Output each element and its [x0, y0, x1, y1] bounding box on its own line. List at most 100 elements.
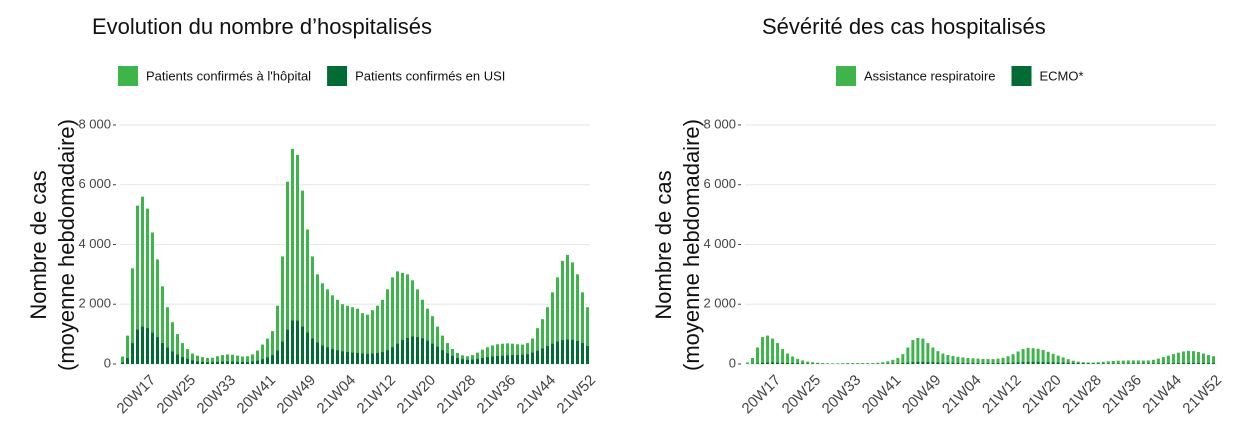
bar — [146, 208, 149, 364]
bar — [906, 347, 910, 364]
bar — [806, 361, 810, 364]
bar — [121, 356, 124, 364]
bar — [421, 299, 424, 364]
bar — [1021, 349, 1025, 364]
bar — [256, 360, 259, 364]
bar — [236, 355, 239, 364]
y-axis-label: Nombre de cas — [651, 170, 676, 319]
bar — [1041, 362, 1045, 364]
bar — [771, 338, 775, 364]
bar — [251, 354, 254, 364]
bar — [791, 363, 795, 364]
bar — [826, 363, 830, 364]
legend-label: ECMO* — [1040, 68, 1084, 83]
bar — [1081, 362, 1085, 364]
bar — [391, 277, 394, 364]
bar — [921, 361, 925, 364]
bar — [586, 346, 589, 364]
bar — [551, 343, 554, 364]
bar — [866, 363, 870, 364]
bar — [386, 350, 389, 364]
bar — [1021, 362, 1025, 364]
bar — [301, 190, 304, 364]
bar — [951, 355, 955, 364]
bar — [281, 341, 284, 364]
bar — [401, 340, 404, 364]
bar — [1156, 358, 1160, 364]
bar — [931, 347, 935, 364]
y-tick-label: 4 000 — [703, 236, 736, 251]
bar — [136, 205, 139, 364]
bar — [941, 353, 945, 364]
bar — [851, 363, 855, 364]
bar — [966, 358, 970, 364]
bar — [441, 335, 444, 364]
bar — [396, 343, 399, 364]
bar — [491, 345, 494, 364]
bar — [891, 359, 895, 364]
bar — [1051, 362, 1055, 364]
bar — [861, 363, 865, 364]
bar — [511, 355, 514, 364]
bar — [1196, 363, 1200, 364]
bar — [1056, 362, 1060, 364]
y-axis-label: (moyenne hebdomadaire) — [54, 119, 79, 371]
bar — [276, 305, 279, 364]
bar — [166, 307, 169, 364]
bar — [491, 356, 494, 364]
bar — [1106, 361, 1110, 364]
bar — [761, 337, 765, 364]
y-tick-label: 0 — [729, 355, 736, 370]
bar — [1016, 362, 1020, 364]
bar — [516, 344, 519, 364]
legend-label: Patients confirmés à l'hôpital — [146, 68, 311, 83]
bar — [821, 363, 825, 364]
bar — [171, 351, 174, 364]
bar — [816, 362, 820, 364]
bar — [916, 361, 920, 364]
bar — [151, 232, 154, 364]
bar — [1061, 357, 1065, 364]
bar — [381, 299, 384, 364]
bar — [541, 319, 544, 364]
bar — [986, 363, 990, 364]
bar — [361, 353, 364, 364]
bar — [761, 362, 765, 364]
bar — [956, 356, 960, 364]
bar — [286, 181, 289, 364]
bar — [176, 334, 179, 364]
bar — [151, 332, 154, 364]
x-tick-label: 21W28 — [1059, 372, 1105, 418]
bar — [581, 292, 584, 364]
bar — [1036, 348, 1040, 364]
bar — [771, 362, 775, 364]
bar — [801, 360, 805, 364]
bar — [966, 363, 970, 364]
bar — [971, 363, 975, 364]
bar — [391, 347, 394, 364]
bar — [1126, 360, 1130, 364]
bar — [261, 344, 264, 364]
bar — [901, 363, 905, 364]
bar — [971, 358, 975, 364]
bar — [196, 361, 199, 364]
bar — [176, 354, 179, 364]
bar — [426, 308, 429, 364]
bar — [236, 361, 239, 364]
bar — [1001, 362, 1005, 364]
bar — [476, 358, 479, 364]
bar — [356, 352, 359, 364]
bar — [886, 361, 890, 364]
bar — [1161, 363, 1165, 364]
bar — [796, 363, 800, 364]
bar — [746, 362, 750, 364]
bar — [1171, 363, 1175, 364]
bar — [791, 356, 795, 364]
bar — [331, 349, 334, 364]
bar — [486, 357, 489, 364]
bar — [351, 352, 354, 364]
bar — [431, 343, 434, 364]
chart-title: Sévérité des cas hospitalisés — [762, 14, 1046, 39]
bar — [831, 363, 835, 364]
bar — [251, 361, 254, 364]
